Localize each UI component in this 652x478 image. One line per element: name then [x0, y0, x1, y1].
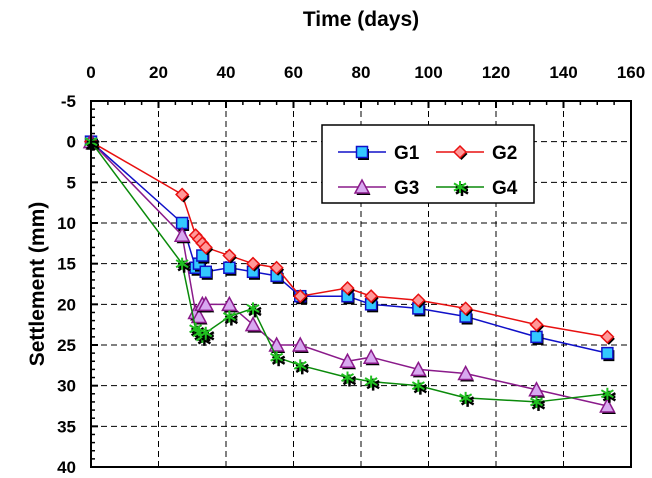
- series-g2-point: [293, 289, 308, 304]
- x-tick-label: 60: [284, 63, 303, 82]
- series-g4-point: [411, 379, 425, 392]
- x-tick-label: 80: [352, 63, 371, 82]
- legend: G1 G2 G3 G4: [321, 124, 535, 204]
- series-g2-point: [175, 187, 190, 202]
- legend-item-g3: G3: [338, 178, 419, 199]
- legend-label-g4: G4: [492, 178, 518, 199]
- series-g2-point: [364, 289, 379, 304]
- series-g2-point: [222, 248, 237, 263]
- series-g4-point: [270, 351, 284, 364]
- series-g3-point: [221, 295, 238, 312]
- series-g1-point: [223, 261, 236, 274]
- x-tick-label: 40: [217, 63, 236, 82]
- y-tick-label: 0: [67, 133, 76, 152]
- x-tick-label: 160: [617, 63, 645, 82]
- y-tick-label: 5: [67, 173, 76, 192]
- x-tick-label: 100: [414, 63, 442, 82]
- series-g2-point: [411, 293, 426, 308]
- series-g4-point: [459, 391, 473, 404]
- series-g3-point: [599, 397, 616, 413]
- series-g2-point: [269, 260, 284, 275]
- x-tick-label: 120: [482, 63, 510, 82]
- series-g4: [84, 135, 617, 411]
- series-g3-point: [244, 316, 262, 332]
- series-g3-point: [457, 364, 474, 381]
- legend-marker-g2: [452, 144, 468, 160]
- series-g4-point: [199, 326, 213, 339]
- y-tick-label: 30: [57, 377, 76, 396]
- series-g4-point: [340, 371, 355, 384]
- y-axis-title: Settlement (mm): [26, 202, 49, 367]
- x-tick-label: 0: [86, 63, 95, 82]
- series-g4-point: [529, 395, 544, 408]
- legend-label-g3: G3: [394, 178, 419, 199]
- series-g2-point: [245, 256, 261, 271]
- series-g2-point: [458, 301, 473, 316]
- legend-marker-g1: [355, 145, 369, 159]
- legend-label-g2: G2: [492, 143, 517, 164]
- series-g3-point: [268, 336, 285, 352]
- legend-marker-g4: [453, 181, 467, 193]
- x-tick-label: 20: [149, 63, 168, 82]
- series-g4-point: [175, 257, 189, 270]
- series-g3-point: [173, 226, 191, 242]
- y-tick-label: 20: [57, 295, 76, 314]
- series-g4-point: [364, 375, 378, 388]
- legend-item-g4: G4: [436, 178, 518, 199]
- series-g3-point: [197, 295, 215, 312]
- y-tick-label: 25: [57, 336, 76, 355]
- legend-label-g1: G1: [394, 143, 420, 164]
- legend-marker-g3: [353, 178, 371, 194]
- series-layer: [82, 133, 617, 414]
- series-g1-point: [199, 265, 212, 279]
- series-g4-point: [246, 302, 260, 315]
- series-g3-point: [528, 381, 545, 397]
- y-tick-label: 35: [57, 417, 76, 436]
- x-tick-label: 140: [549, 63, 577, 82]
- series-g2-point: [529, 317, 544, 332]
- y-tick-label: 15: [57, 255, 76, 274]
- series-g4-point: [293, 359, 307, 372]
- series-g4-point: [222, 310, 236, 323]
- series-g2-point: [600, 329, 615, 344]
- legend-item-g2: G2: [436, 143, 517, 164]
- series-g3-point: [362, 348, 380, 364]
- series-g4-point: [600, 387, 614, 400]
- y-tick-label: 10: [57, 214, 76, 233]
- axis-ticks: [90, 100, 632, 468]
- series-g3-point: [410, 360, 427, 377]
- series-g2-point: [340, 281, 355, 296]
- legend-item-g1: G1: [338, 143, 420, 164]
- y-tick-label: 40: [57, 458, 76, 477]
- series-g3-point: [190, 307, 208, 324]
- x-axis-title: Time (days): [303, 8, 419, 31]
- series-g1-point: [530, 330, 543, 344]
- series-g3-point: [339, 352, 356, 369]
- tick-labels: 0 20 40 60 80 100 120 140 160 -5 0 5 10 15 20 25 30 35 40: [57, 63, 645, 477]
- y-tick-label: -5: [61, 92, 76, 111]
- series-g1-point: [601, 346, 614, 360]
- series-g2-point: [198, 240, 213, 255]
- series-g3-point: [291, 336, 309, 352]
